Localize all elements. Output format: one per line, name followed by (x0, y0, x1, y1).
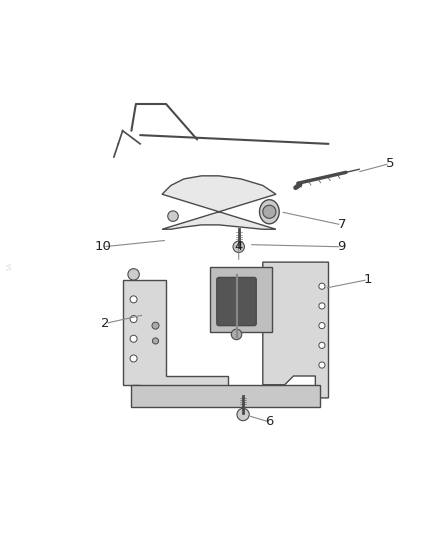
Circle shape (130, 335, 137, 342)
Circle shape (319, 283, 325, 289)
Text: 10: 10 (95, 240, 111, 253)
Circle shape (128, 269, 139, 280)
Text: 9: 9 (337, 240, 346, 253)
Circle shape (168, 211, 178, 221)
FancyBboxPatch shape (217, 278, 256, 326)
PathPatch shape (162, 176, 276, 229)
Circle shape (319, 342, 325, 349)
Polygon shape (263, 262, 328, 398)
Text: 2: 2 (101, 317, 110, 330)
Text: 1A: 1A (7, 262, 13, 271)
Text: 5: 5 (385, 157, 394, 170)
Circle shape (233, 241, 244, 253)
Circle shape (319, 322, 325, 329)
Circle shape (152, 322, 159, 329)
Circle shape (319, 362, 325, 368)
Circle shape (237, 408, 249, 421)
Text: 6: 6 (265, 416, 274, 429)
Text: 7: 7 (337, 219, 346, 231)
Ellipse shape (259, 200, 279, 224)
Circle shape (130, 316, 137, 322)
Circle shape (130, 355, 137, 362)
Polygon shape (123, 280, 228, 398)
Circle shape (263, 205, 276, 219)
Text: 4: 4 (234, 240, 243, 253)
Polygon shape (210, 266, 272, 332)
Polygon shape (131, 385, 320, 407)
Text: 1: 1 (364, 273, 372, 286)
Circle shape (319, 303, 325, 309)
Circle shape (231, 329, 242, 340)
Circle shape (152, 338, 159, 344)
Circle shape (130, 296, 137, 303)
